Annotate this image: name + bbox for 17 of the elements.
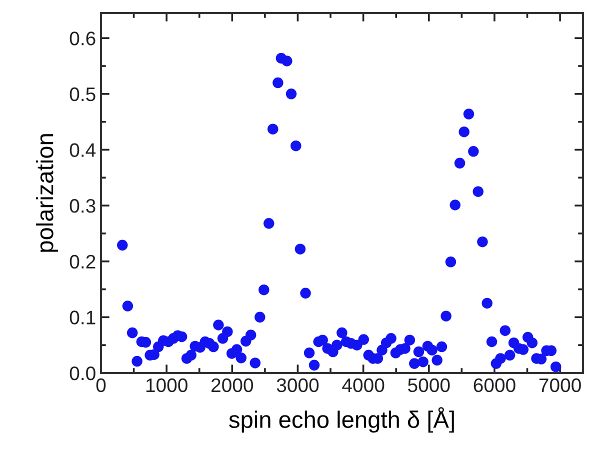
y-tick-label: 0.2: [70, 254, 96, 269]
x-tick-label: 7000: [539, 378, 581, 392]
y-tick-label: 0.5: [70, 87, 96, 102]
x-tick-label: 0: [96, 378, 106, 392]
x-tick-label: 3000: [276, 378, 319, 392]
y-axis-title: polarization: [36, 134, 58, 252]
y-tick-label: 0.4: [70, 143, 96, 157]
y-tick-label: 0.1: [70, 310, 96, 324]
x-tick-label: 1000: [146, 378, 188, 392]
x-tick-label: 4000: [342, 378, 384, 392]
x-tick-label: 6000: [474, 378, 516, 392]
y-tick-label: 0.0: [70, 366, 96, 380]
x-axis-title: spin echo length δ [Å]: [229, 407, 454, 433]
x-tick-label: 5000: [408, 378, 450, 392]
x-tick-label: 2000: [212, 378, 254, 392]
y-tick-label: 0.6: [70, 32, 96, 46]
y-tick-label: 0.3: [70, 199, 96, 213]
